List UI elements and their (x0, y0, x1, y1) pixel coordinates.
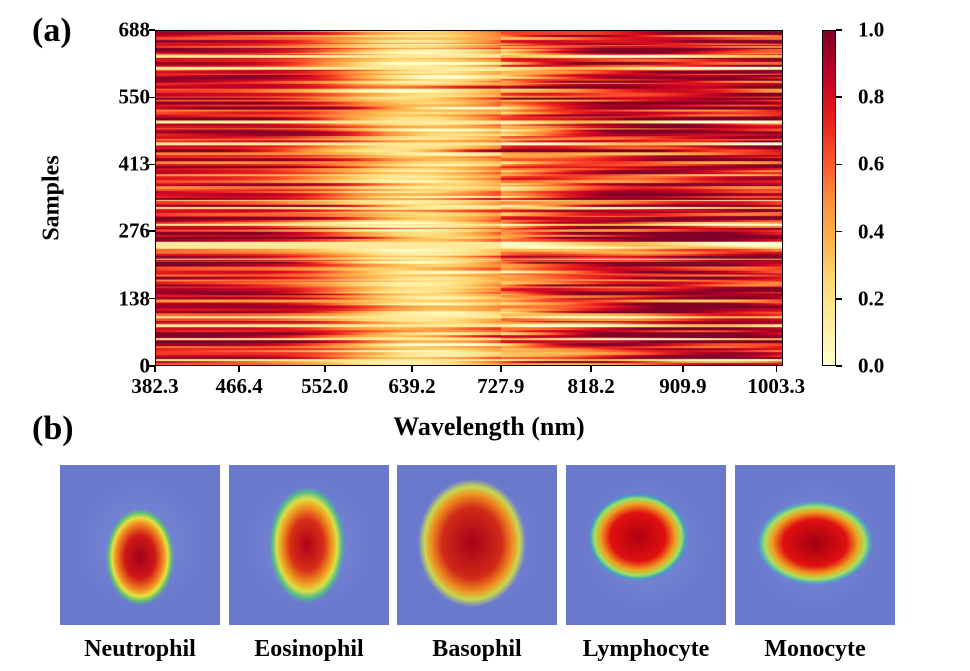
y-axis-label: Samples (38, 155, 65, 241)
y-tick-label: 413 (118, 151, 151, 176)
x-tick-label: 639.2 (388, 374, 436, 398)
cell-label: Eosinophil (254, 636, 364, 662)
y-tick-label: 276 (118, 218, 151, 243)
y-tick-mark (149, 29, 155, 31)
colorbar-tick-label: 0.2 (858, 286, 885, 311)
colorbar (822, 30, 836, 366)
colorbar-tick-mark (836, 298, 842, 300)
colorbar-tick-mark (836, 365, 842, 367)
x-tick-mark (238, 366, 240, 372)
cell-heatmap-image-lymphocyte (566, 465, 726, 625)
cell-heatmap-image-eosinophil (229, 465, 389, 625)
x-axis-label: Wavelength (nm) (393, 412, 585, 441)
x-tick-mark (590, 366, 592, 372)
x-tick-label: 382.3 (131, 374, 179, 398)
colorbar-tick-label: 0.0 (858, 353, 885, 378)
y-tick-label: 0 (139, 353, 151, 378)
colorbar-tick-mark (836, 230, 842, 233)
y-tick-mark (149, 365, 155, 367)
x-tick-mark (682, 366, 684, 372)
cell-heatmap-image-monocyte (735, 465, 895, 625)
panel-label-b: (b) (32, 410, 74, 447)
cell-label: Lymphocyte (582, 636, 710, 662)
x-tick-mark (154, 366, 156, 372)
cell-heatmap-image-neutrophil (60, 465, 220, 625)
x-tick-label: 552.0 (301, 374, 349, 398)
y-tick-mark (149, 96, 155, 99)
heatmap-canvas (156, 31, 782, 365)
y-tick-label: 138 (118, 286, 151, 311)
x-tick-label: 466.4 (215, 374, 263, 398)
x-tick-mark (500, 366, 502, 372)
x-tick-label: 818.2 (567, 374, 615, 398)
x-tick-label: 727.9 (477, 374, 525, 398)
y-tick-mark (149, 163, 155, 166)
y-tick-label: 688 (118, 17, 151, 42)
x-tick-label: 1003.3 (747, 374, 806, 398)
cell-label: Basophil (432, 636, 522, 662)
cell-heatmap-image-basophil (397, 465, 557, 625)
x-tick-mark (411, 366, 413, 372)
panel-label-a: (a) (32, 12, 72, 49)
y-tick-mark (149, 297, 155, 300)
cell-label: Monocyte (764, 636, 866, 662)
cell-label: Neutrophil (84, 636, 196, 662)
heatmap-plot-area (155, 30, 783, 366)
y-tick-label: 550 (118, 84, 151, 109)
colorbar-tick-label: 0.8 (858, 84, 885, 109)
colorbar-tick-mark (836, 96, 842, 98)
colorbar-tick-mark (836, 163, 842, 166)
colorbar-tick-label: 0.4 (858, 219, 885, 244)
colorbar-tick-label: 0.6 (858, 151, 885, 176)
x-tick-mark (324, 366, 326, 372)
y-tick-mark (149, 230, 155, 232)
colorbar-tick-label: 1.0 (858, 17, 885, 42)
x-tick-label: 909.9 (659, 374, 707, 398)
x-tick-mark (775, 366, 778, 372)
colorbar-tick-mark (836, 29, 842, 31)
